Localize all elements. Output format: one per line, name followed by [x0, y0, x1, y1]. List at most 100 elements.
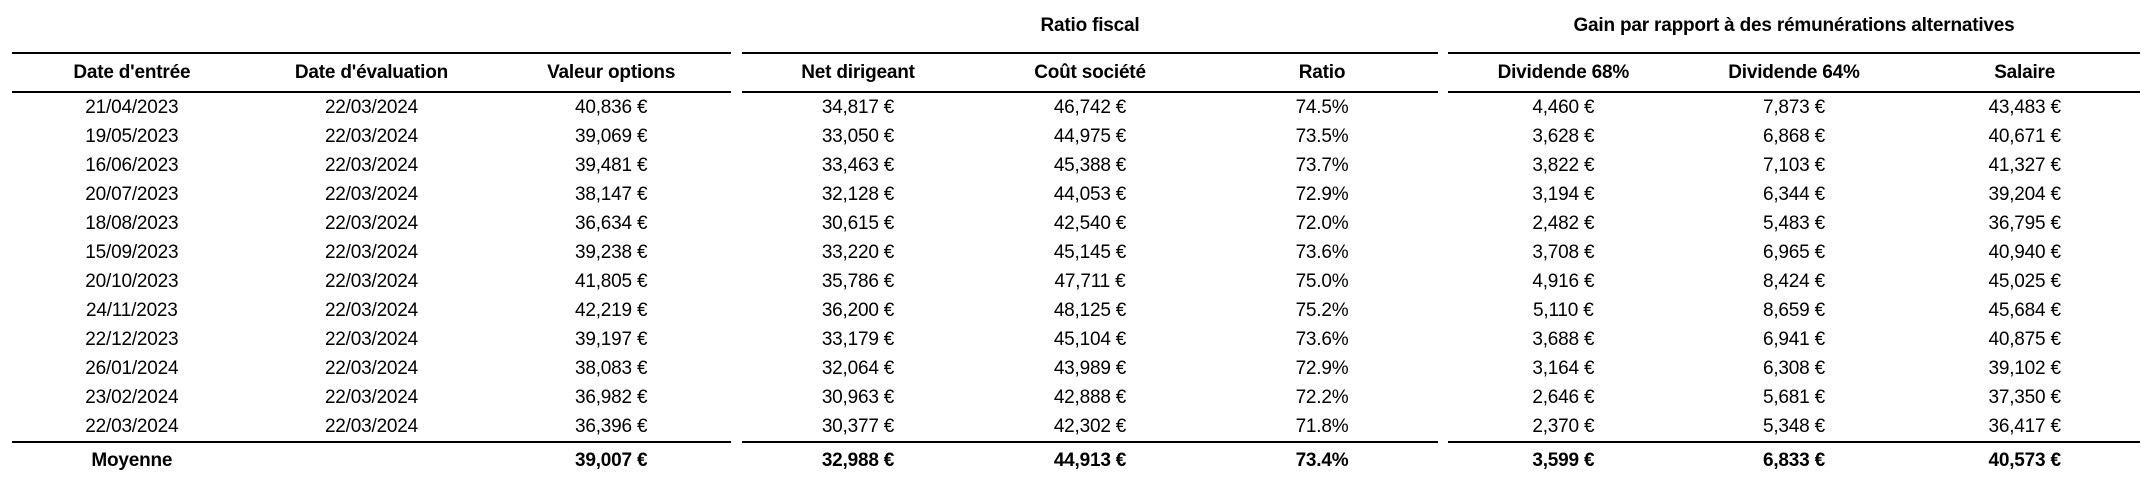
table-row: 22/12/2023 22/03/2024 39,197 € — [12, 325, 731, 354]
table-cell: 2,370 € — [1532, 415, 1595, 437]
table-cell: 6,941 € — [1762, 328, 1825, 350]
table-body: 21/04/2023 22/03/2024 40,836 € 19/05/2023 22… — [12, 93, 731, 441]
table-row: 33,220 € 45,145 € 73.6% — [742, 238, 1438, 267]
table-cell: 18/08/2023 — [85, 212, 179, 234]
table-group-valuation: Date d'entrée Date d'évaluation Valeur o… — [12, 0, 731, 479]
table-row: 3,164 € 6,308 € 39,102 € — [1448, 354, 2140, 383]
table-cell: 75.2% — [1295, 299, 1349, 321]
table-cell: 32,064 € — [821, 357, 895, 379]
table-cell: 72.2% — [1295, 386, 1349, 408]
table-cell: 73.7% — [1295, 154, 1349, 176]
table-cell: 6,308 € — [1762, 357, 1825, 379]
table-cell: 36,982 € — [574, 386, 648, 408]
column-header-valeur-options: Valeur options — [547, 61, 676, 83]
table-cell: 39,481 € — [574, 154, 648, 176]
table-row: 22/03/2024 22/03/2024 36,396 € — [12, 412, 731, 441]
table-cell: 22/03/2024 — [324, 241, 419, 263]
table-cell: 73.6% — [1295, 241, 1349, 263]
table-cell: 33,220 € — [821, 241, 895, 263]
table-cell: 3,822 € — [1532, 154, 1595, 176]
table-cell: 39,197 € — [574, 328, 648, 350]
table-cell: 47,711 € — [1054, 270, 1126, 292]
table-row: 16/06/2023 22/03/2024 39,481 € — [12, 151, 731, 180]
column-header-net-dirigeant: Net dirigeant — [801, 61, 915, 83]
table-cell: 22/03/2024 — [85, 415, 179, 437]
column-header-row: Date d'entrée Date d'évaluation Valeur o… — [12, 52, 731, 93]
table-row: 15/09/2023 22/03/2024 39,238 € — [12, 238, 731, 267]
table-cell: 5,681 € — [1762, 386, 1825, 408]
average-dividende-64: 6,833 € — [1762, 450, 1825, 471]
average-row: 32,988 € 44,913 € 73.4% — [742, 441, 1438, 479]
table-row: 4,460 € 7,873 € 43,483 € — [1448, 93, 2140, 122]
table-cell: 41,327 € — [1988, 154, 2061, 176]
table-cell: 6,965 € — [1762, 241, 1825, 263]
table-row: 33,463 € 45,388 € 73.7% — [742, 151, 1438, 180]
table-cell: 32,128 € — [821, 183, 895, 205]
table-cell: 7,873 € — [1762, 96, 1825, 118]
table-cell: 22/03/2024 — [324, 154, 419, 176]
table-cell: 43,483 € — [1988, 96, 2061, 118]
table-cell: 22/03/2024 — [324, 125, 419, 147]
table-cell: 73.5% — [1295, 125, 1349, 147]
table-row: 32,064 € 43,989 € 72.9% — [742, 354, 1438, 383]
table-cell: 71.8% — [1295, 415, 1349, 437]
table-cell: 4,916 € — [1532, 270, 1595, 292]
table-row: 5,110 € 8,659 € 45,684 € — [1448, 296, 2140, 325]
table-cell: 24/11/2023 — [85, 299, 178, 321]
table-row: 20/10/2023 22/03/2024 41,805 € — [12, 267, 731, 296]
table-group-gain-alternatives: Gain par rapport à des rémunérations alt… — [1448, 0, 2140, 479]
table-cell: 5,110 € — [1533, 299, 1594, 321]
table-cell: 39,069 € — [574, 125, 648, 147]
table-row: 3,688 € 6,941 € 40,875 € — [1448, 325, 2140, 354]
table-cell: 73.6% — [1295, 328, 1349, 350]
table-row: 33,179 € 45,104 € 73.6% — [742, 325, 1438, 354]
table-group-ratio-fiscal: Ratio fiscal Net dirigeant Coût société … — [742, 0, 1438, 479]
table-cell: 39,102 € — [1988, 357, 2061, 379]
table-cell: 36,417 € — [1988, 415, 2061, 437]
table-row: 30,377 € 42,302 € 71.8% — [742, 412, 1438, 441]
column-header-dividende-68: Dividende 68% — [1497, 61, 1630, 83]
table-cell: 38,083 € — [574, 357, 648, 379]
table-cell: 42,302 € — [1053, 415, 1127, 437]
table-cell: 41,805 € — [574, 270, 648, 292]
average-row: 3,599 € 6,833 € 40,573 € — [1448, 441, 2140, 479]
table-cell: 40,836 € — [574, 96, 648, 118]
table-cell: 42,540 € — [1053, 212, 1127, 234]
table-cell: 40,940 € — [1988, 241, 2061, 263]
table-cell: 44,975 € — [1053, 125, 1127, 147]
table-cell: 42,219 € — [574, 299, 648, 321]
table-row: 36,200 € 48,125 € 75.2% — [742, 296, 1438, 325]
table-cell: 46,742 € — [1053, 96, 1127, 118]
table-cell: 5,348 € — [1762, 415, 1825, 437]
table-cell: 22/03/2024 — [324, 357, 419, 379]
table-cell: 42,888 € — [1053, 386, 1127, 408]
table-cell: 3,688 € — [1532, 328, 1595, 350]
table-row: 20/07/2023 22/03/2024 38,147 € — [12, 180, 731, 209]
column-header-dividende-64: Dividende 64% — [1728, 61, 1860, 83]
column-header-row: Net dirigeant Coût société Ratio — [742, 52, 1438, 93]
table-body: 4,460 € 7,873 € 43,483 € 3,628 € 6,868 € 40,6… — [1448, 93, 2140, 441]
table-row: 21/04/2023 22/03/2024 40,836 € — [12, 93, 731, 122]
group-title-ratio-fiscal: Ratio fiscal — [1040, 15, 1140, 36]
table-cell: 34,817 € — [821, 96, 895, 118]
table-cell: 45,684 € — [1988, 299, 2061, 321]
average-label: Moyenne — [91, 450, 173, 471]
table-cell: 72.9% — [1295, 183, 1349, 205]
table-cell: 2,646 € — [1532, 386, 1595, 408]
table-cell: 48,125 € — [1053, 299, 1127, 321]
table-cell: 26/01/2024 — [85, 357, 179, 379]
table-cell: 72.9% — [1295, 357, 1349, 379]
table-cell: 22/03/2024 — [324, 299, 419, 321]
table-cell: 22/03/2024 — [324, 270, 419, 292]
table-cell: 44,053 € — [1053, 183, 1127, 205]
table-cell: 8,659 € — [1762, 299, 1825, 321]
table-cell: 3,708 € — [1532, 241, 1595, 263]
table-cell: 74.5% — [1295, 96, 1349, 118]
table-cell: 33,050 € — [821, 125, 895, 147]
table-cell: 40,875 € — [1988, 328, 2061, 350]
table-cell: 22/03/2024 — [324, 96, 419, 118]
table-cell: 38,147 € — [574, 183, 648, 205]
column-header-row: Dividende 68% Dividende 64% Salaire — [1448, 52, 2140, 93]
table-cell: 39,204 € — [1988, 183, 2061, 205]
table-cell: 22/12/2023 — [85, 328, 179, 350]
